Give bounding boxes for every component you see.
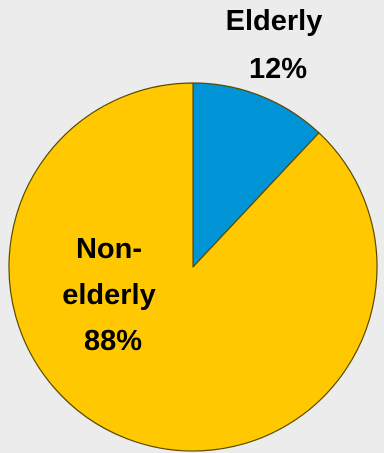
non-elderly-label: Non- elderly 88% [62,233,164,357]
non-elderly-label-line-3: 88% [84,325,142,357]
non-elderly-label-line-2: elderly [62,279,156,311]
pie-slice-elderly-12 [192,82,320,268]
elderly-label-line-2: 12% [249,53,307,85]
pie-slices [8,82,378,452]
elderly-label-line-1: Elderly [226,5,323,37]
pie-slice-non-elderly-88 [8,82,378,452]
elderly-label: Elderly 12% [226,5,331,85]
non-elderly-label-line-1: Non- [76,233,142,265]
